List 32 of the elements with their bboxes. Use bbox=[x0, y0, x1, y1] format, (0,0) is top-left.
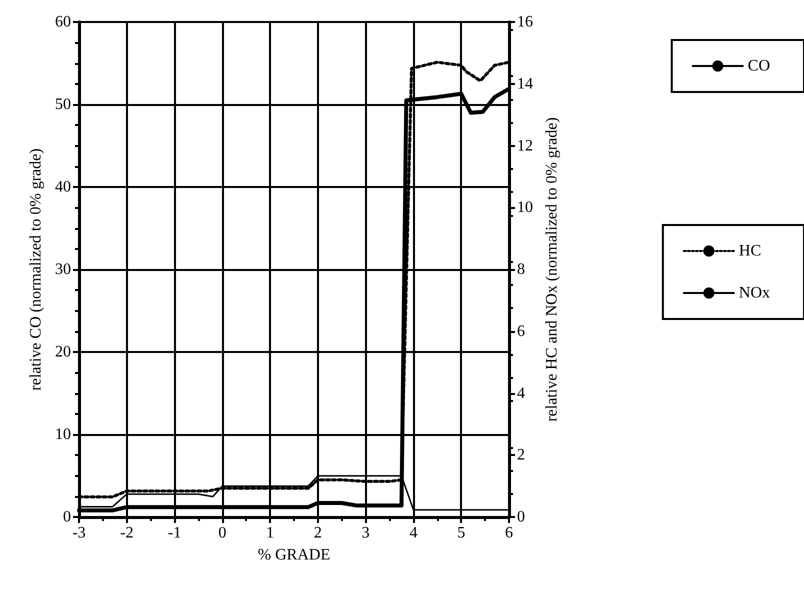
y2-tick-label: 0 bbox=[517, 508, 525, 526]
y2-tick-label: 2 bbox=[517, 446, 525, 464]
x-tick-label: -1 bbox=[168, 524, 182, 542]
y2-tick-label: 10 bbox=[517, 199, 533, 216]
y2-tick-label: 8 bbox=[517, 261, 525, 278]
y2-tick-label: 12 bbox=[517, 137, 533, 154]
y2-tick-label: 16 bbox=[517, 14, 533, 30]
x-tick-label: 0 bbox=[218, 524, 226, 542]
y-axis-title: relative CO (normalized to 0% grade) bbox=[28, 148, 45, 391]
y2-tick-label: 14 bbox=[517, 75, 533, 92]
y-tick-label: 60 bbox=[55, 14, 71, 30]
x-tick-label: 6 bbox=[505, 524, 513, 542]
x-tick-label: 3 bbox=[362, 524, 370, 542]
y2-axis-title: relative HC and NOx (normalized to 0% grade) bbox=[543, 117, 560, 422]
legend-label: CO bbox=[748, 58, 770, 74]
y2-tick-label: 4 bbox=[517, 384, 525, 402]
x-tick-label: 4 bbox=[409, 524, 418, 542]
x-tick-label: 5 bbox=[457, 524, 466, 542]
x-axis-title: % GRADE bbox=[258, 546, 330, 564]
y-tick-label: 0 bbox=[63, 508, 71, 526]
y-tick-label: 50 bbox=[55, 96, 71, 113]
x-tick-label: -3 bbox=[72, 524, 86, 542]
legend-label: HC bbox=[738, 242, 762, 260]
legend-label: NOx bbox=[738, 284, 770, 302]
x-tick-label: 1 bbox=[266, 524, 274, 542]
x-tick-label: 2 bbox=[314, 524, 322, 542]
y-tick-label: 30 bbox=[55, 261, 71, 278]
y2-tick-label: 6 bbox=[517, 322, 525, 340]
x-tick-label: -2 bbox=[120, 524, 134, 542]
y-tick-label: 40 bbox=[55, 178, 71, 196]
y-tick-label: 10 bbox=[55, 426, 71, 443]
y-tick-label: 20 bbox=[55, 344, 71, 360]
